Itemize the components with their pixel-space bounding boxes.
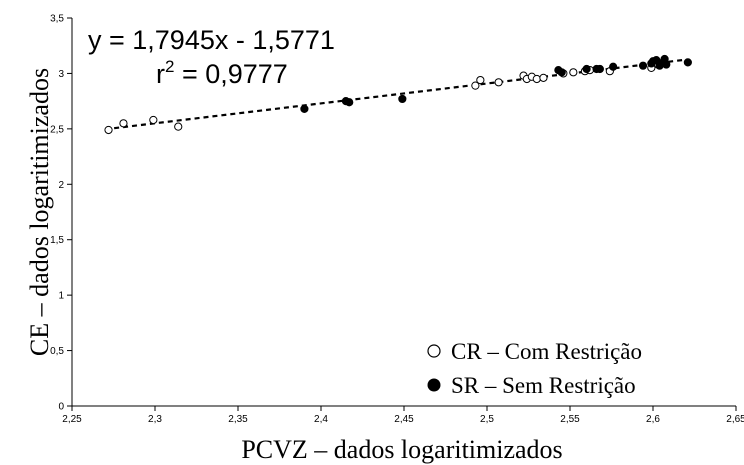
data-point-cr bbox=[476, 75, 485, 85]
data-point-cr bbox=[174, 122, 183, 131]
data-point-cr bbox=[104, 125, 113, 135]
x-tick-label: 2,3 bbox=[148, 414, 162, 425]
x-tick-label: 2,6 bbox=[646, 414, 660, 425]
data-point-cr bbox=[532, 74, 541, 84]
x-tick-label: 2,5 bbox=[480, 414, 494, 425]
legend-label-cr: CR – Com Restrição bbox=[451, 339, 642, 364]
data-point-cr bbox=[149, 115, 158, 125]
legend-marker-cr bbox=[427, 344, 441, 358]
data-point-sr bbox=[300, 104, 309, 114]
data-point-sr bbox=[595, 64, 604, 74]
y-tick-label: 0,5 bbox=[50, 346, 64, 357]
data-point-sr bbox=[638, 61, 648, 70]
y-ticks: 0 0,5 1 1,5 2 2,5 3 3,5 bbox=[50, 14, 72, 413]
y-tick-label: 1,5 bbox=[50, 235, 64, 246]
data-point-sr bbox=[557, 68, 566, 77]
data-point-cr bbox=[471, 81, 480, 90]
trendline-equation: y = 1,7945x - 1,5771 bbox=[88, 25, 335, 55]
plot-area: 2,25 2,3 2,35 2,4 2,45 2,5 2,55 2,6 2,65 0 0,5 1 1,… bbox=[50, 14, 744, 426]
legend: CR – Com Restrição SR – Sem Restrição bbox=[427, 339, 642, 398]
x-tick-label: 2,35 bbox=[228, 414, 248, 425]
data-point-sr bbox=[609, 62, 618, 71]
x-ticks: 2,25 2,3 2,35 2,4 2,45 2,5 2,55 2,6 2,65 bbox=[62, 406, 744, 425]
legend-label-sr: SR – Sem Restrição bbox=[451, 373, 636, 398]
data-point-cr bbox=[494, 78, 503, 87]
y-tick-label: 2,5 bbox=[50, 124, 64, 135]
data-point-cr bbox=[539, 73, 548, 82]
data-point-sr bbox=[398, 94, 407, 104]
r-squared-prefix: r bbox=[156, 59, 165, 89]
legend-marker-sr bbox=[427, 378, 441, 392]
data-point-sr bbox=[683, 58, 692, 67]
x-tick-label: 2,4 bbox=[314, 414, 328, 425]
x-tick-label: 2,65 bbox=[726, 414, 744, 425]
r-squared-label: r2 = 0,9777 bbox=[156, 57, 288, 89]
y-tick-label: 2 bbox=[58, 180, 64, 191]
r-squared-superscript: 2 bbox=[165, 57, 174, 76]
y-tick-label: 3 bbox=[58, 69, 64, 80]
x-tick-label: 2,45 bbox=[394, 414, 414, 425]
r-squared-value: = 0,9777 bbox=[174, 59, 287, 89]
x-tick-label: 2,55 bbox=[560, 414, 580, 425]
x-axis-title: PCVZ – dados logaritimizados bbox=[241, 435, 562, 464]
y-tick-label: 3,5 bbox=[50, 14, 64, 25]
data-point-cr bbox=[569, 68, 578, 77]
data-point-sr bbox=[662, 60, 671, 69]
points-group bbox=[104, 54, 692, 135]
data-point-sr bbox=[582, 64, 591, 74]
y-axis-title: CE – dados logaritimizados bbox=[25, 68, 54, 356]
y-tick-label: 1 bbox=[58, 291, 64, 302]
data-point-cr bbox=[119, 119, 128, 128]
x-tick-label: 2,25 bbox=[62, 414, 82, 425]
y-tick-label: 0 bbox=[58, 402, 64, 413]
data-point-sr bbox=[345, 98, 354, 107]
